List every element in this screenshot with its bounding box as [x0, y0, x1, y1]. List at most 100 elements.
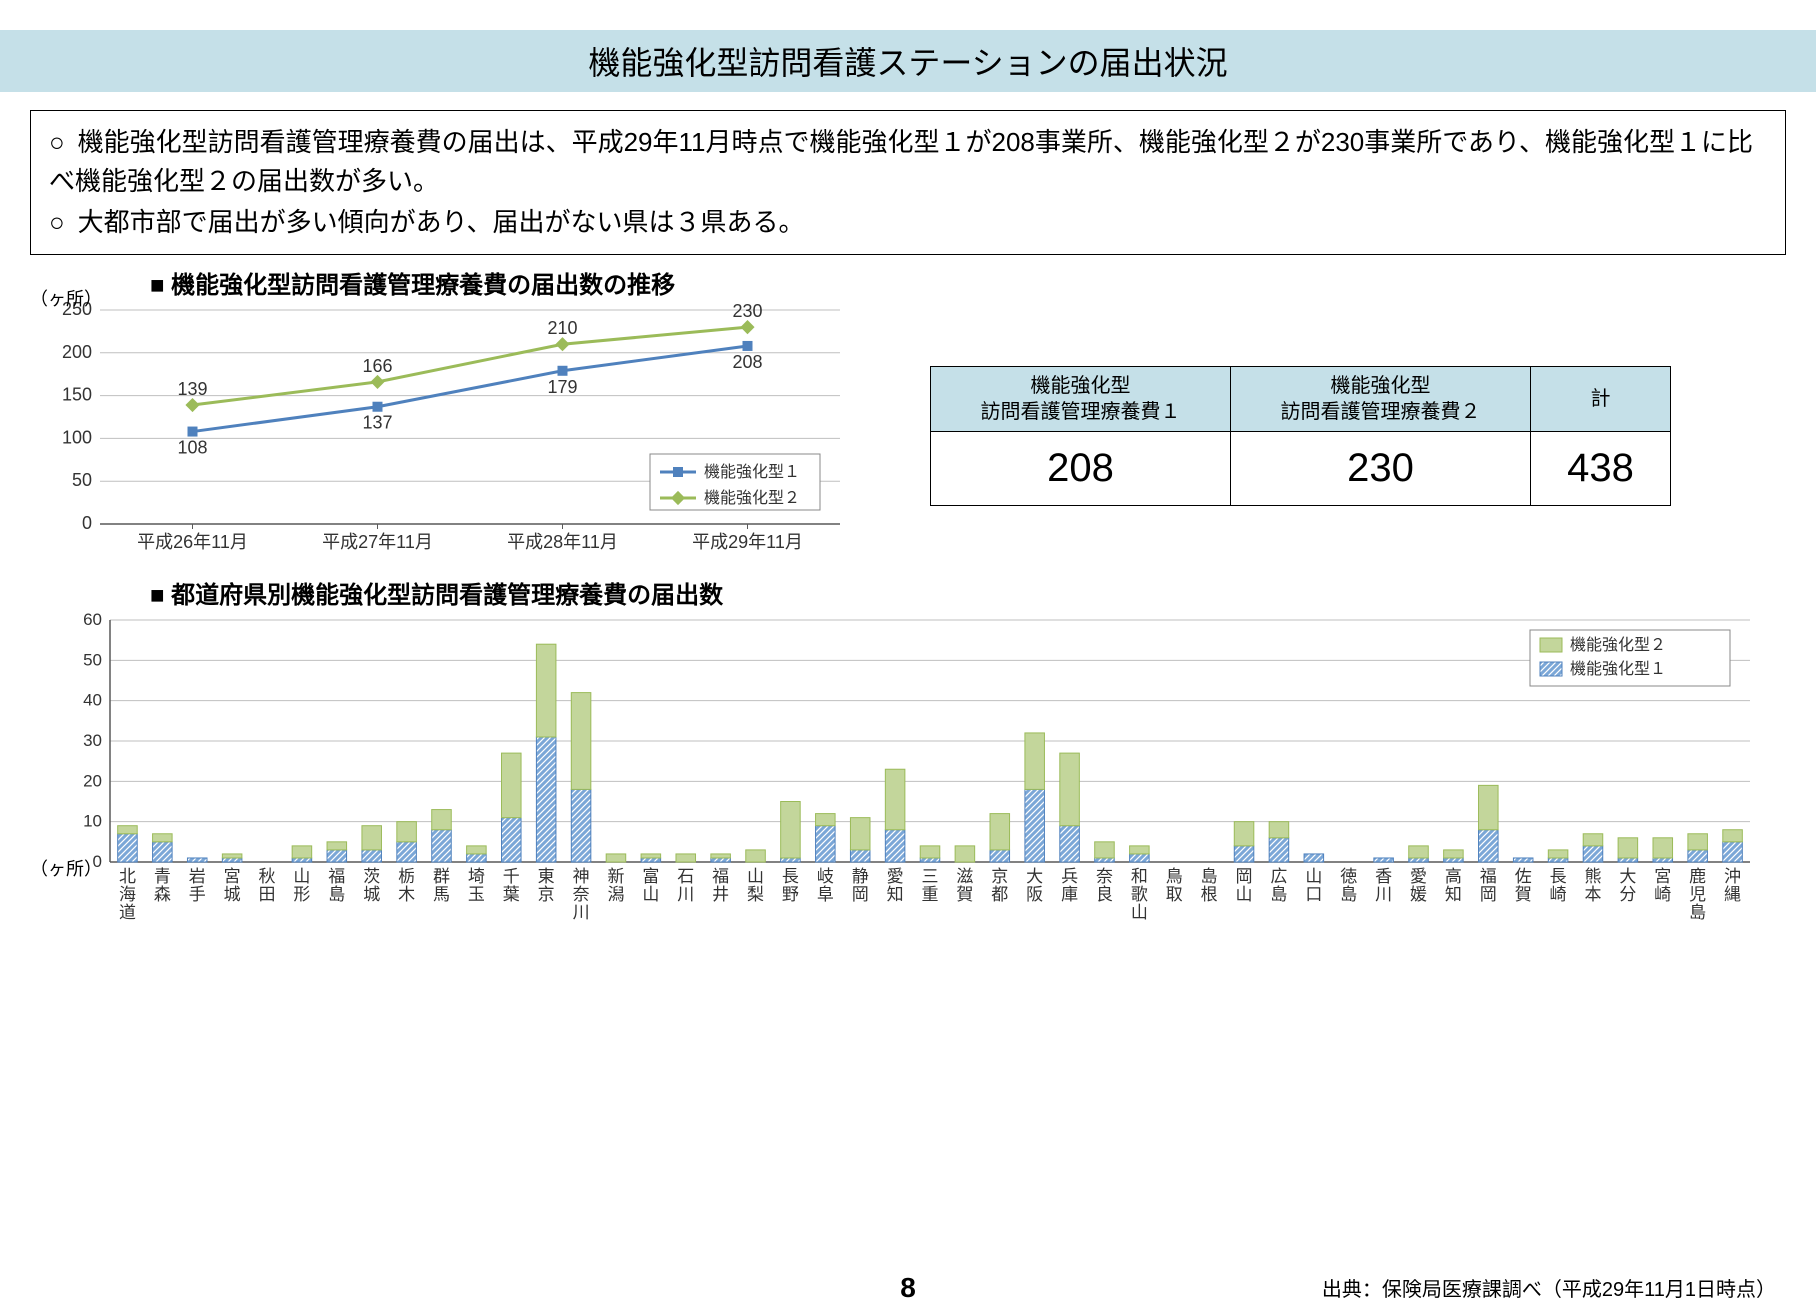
source-footer: 出典：保険局医療課調べ（平成29年11月1日時点）	[1322, 1273, 1776, 1302]
svg-text:取: 取	[1166, 885, 1183, 904]
svg-text:機能強化型１: 機能強化型１	[1570, 660, 1666, 678]
svg-text:栃: 栃	[398, 867, 415, 886]
svg-text:井: 井	[712, 885, 729, 904]
svg-text:平成29年11月: 平成29年11月	[692, 532, 803, 552]
svg-text:手: 手	[189, 885, 206, 904]
svg-text:50: 50	[83, 650, 102, 669]
svg-text:佐: 佐	[1515, 867, 1532, 886]
svg-text:香: 香	[1375, 867, 1392, 886]
svg-text:兵: 兵	[1061, 867, 1078, 886]
svg-text:島: 島	[1270, 885, 1287, 904]
svg-text:海: 海	[119, 885, 136, 904]
svg-text:230: 230	[732, 301, 762, 321]
svg-text:機能強化型１: 機能強化型１	[704, 463, 800, 481]
svg-text:大: 大	[1619, 867, 1636, 886]
svg-text:岡: 岡	[1480, 885, 1497, 904]
svg-text:知: 知	[887, 885, 904, 904]
svg-text:奈: 奈	[1096, 867, 1113, 886]
svg-text:石: 石	[677, 867, 694, 886]
svg-text:岩: 岩	[189, 867, 206, 886]
svg-text:岐: 岐	[817, 867, 834, 886]
svg-text:群: 群	[433, 867, 450, 886]
svg-text:田: 田	[259, 885, 276, 904]
svg-text:150: 150	[62, 385, 92, 405]
svg-text:富: 富	[642, 867, 659, 886]
table-cell-3: 438	[1531, 432, 1671, 506]
svg-text:平成26年11月: 平成26年11月	[137, 532, 248, 552]
summary-line-1: ○機能強化型訪問看護管理療養費の届出は、平成29年11月時点で機能強化型１が20…	[49, 123, 1767, 201]
svg-text:179: 179	[547, 377, 577, 397]
svg-text:100: 100	[62, 427, 92, 447]
bar-chart-section: ■ 都道府県別機能強化型訪問看護管理療養費の届出数 0102030405060北…	[30, 575, 1816, 935]
svg-text:20: 20	[83, 771, 102, 790]
svg-text:馬: 馬	[433, 885, 450, 904]
svg-text:60: 60	[83, 610, 102, 629]
svg-text:平成27年11月: 平成27年11月	[322, 532, 433, 552]
svg-text:島: 島	[1340, 885, 1357, 904]
svg-text:分: 分	[1619, 885, 1636, 904]
svg-text:宮: 宮	[1654, 867, 1671, 886]
svg-text:鹿: 鹿	[1689, 867, 1706, 886]
svg-text:山: 山	[293, 867, 310, 886]
svg-text:根: 根	[1201, 885, 1218, 904]
svg-text:本: 本	[1584, 885, 1601, 904]
svg-text:島: 島	[1689, 903, 1706, 922]
svg-text:静: 静	[852, 867, 869, 886]
svg-text:山: 山	[1305, 867, 1322, 886]
svg-text:川: 川	[1375, 885, 1392, 904]
svg-text:166: 166	[362, 356, 392, 376]
svg-text:川: 川	[677, 885, 694, 904]
svg-text:潟: 潟	[607, 885, 624, 904]
svg-text:高: 高	[1445, 867, 1462, 886]
svg-text:秋: 秋	[259, 867, 276, 886]
svg-text:茨: 茨	[363, 867, 380, 886]
svg-text:東: 東	[538, 867, 555, 886]
svg-text:梨: 梨	[747, 885, 764, 904]
svg-text:歌: 歌	[1131, 885, 1148, 904]
svg-text:口: 口	[1305, 885, 1322, 904]
svg-text:庫: 庫	[1061, 885, 1078, 904]
line-chart-y-unit: （ヶ所）	[30, 285, 102, 311]
svg-text:阪: 阪	[1026, 885, 1043, 904]
svg-text:木: 木	[398, 885, 415, 904]
table-cell-1: 208	[931, 432, 1231, 506]
svg-text:児: 児	[1689, 885, 1706, 904]
bar-chart-y-unit: （ヶ所）	[30, 855, 102, 881]
svg-text:崎: 崎	[1654, 885, 1671, 904]
svg-text:埼: 埼	[468, 867, 485, 886]
svg-text:良: 良	[1096, 885, 1113, 904]
svg-text:山: 山	[747, 867, 764, 886]
svg-text:福: 福	[328, 867, 345, 886]
summary-line-2: ○大都市部で届出が多い傾向があり、届出がない県は３県ある。	[49, 203, 1767, 242]
svg-text:千: 千	[503, 867, 520, 886]
svg-text:青: 青	[154, 867, 171, 886]
table-header-3: 計	[1531, 367, 1671, 432]
svg-text:139: 139	[177, 379, 207, 399]
svg-text:大: 大	[1026, 867, 1043, 886]
svg-text:野: 野	[782, 885, 799, 904]
page-number: 8	[900, 1272, 916, 1304]
line-chart: 050100150200250平成26年11月平成27年11月平成28年11月平…	[30, 300, 850, 560]
svg-text:形: 形	[293, 885, 310, 904]
svg-text:137: 137	[362, 413, 392, 433]
svg-text:玉: 玉	[468, 885, 485, 904]
table-cell-2: 230	[1231, 432, 1531, 506]
svg-text:和: 和	[1131, 867, 1148, 886]
svg-text:50: 50	[72, 470, 92, 490]
svg-text:愛: 愛	[1410, 867, 1427, 886]
svg-text:三: 三	[922, 867, 939, 886]
svg-text:川: 川	[573, 903, 590, 922]
svg-text:熊: 熊	[1584, 867, 1601, 886]
svg-text:機能強化型２: 機能強化型２	[1570, 636, 1666, 654]
svg-text:神: 神	[573, 867, 590, 886]
svg-text:城: 城	[363, 885, 380, 904]
svg-text:島: 島	[1201, 867, 1218, 886]
svg-text:208: 208	[732, 352, 762, 372]
svg-text:200: 200	[62, 342, 92, 362]
svg-text:賀: 賀	[956, 885, 973, 904]
svg-text:岡: 岡	[1236, 867, 1253, 886]
svg-text:森: 森	[154, 885, 171, 904]
svg-text:鳥: 鳥	[1166, 867, 1183, 886]
svg-text:108: 108	[177, 438, 207, 458]
svg-text:30: 30	[83, 731, 102, 750]
